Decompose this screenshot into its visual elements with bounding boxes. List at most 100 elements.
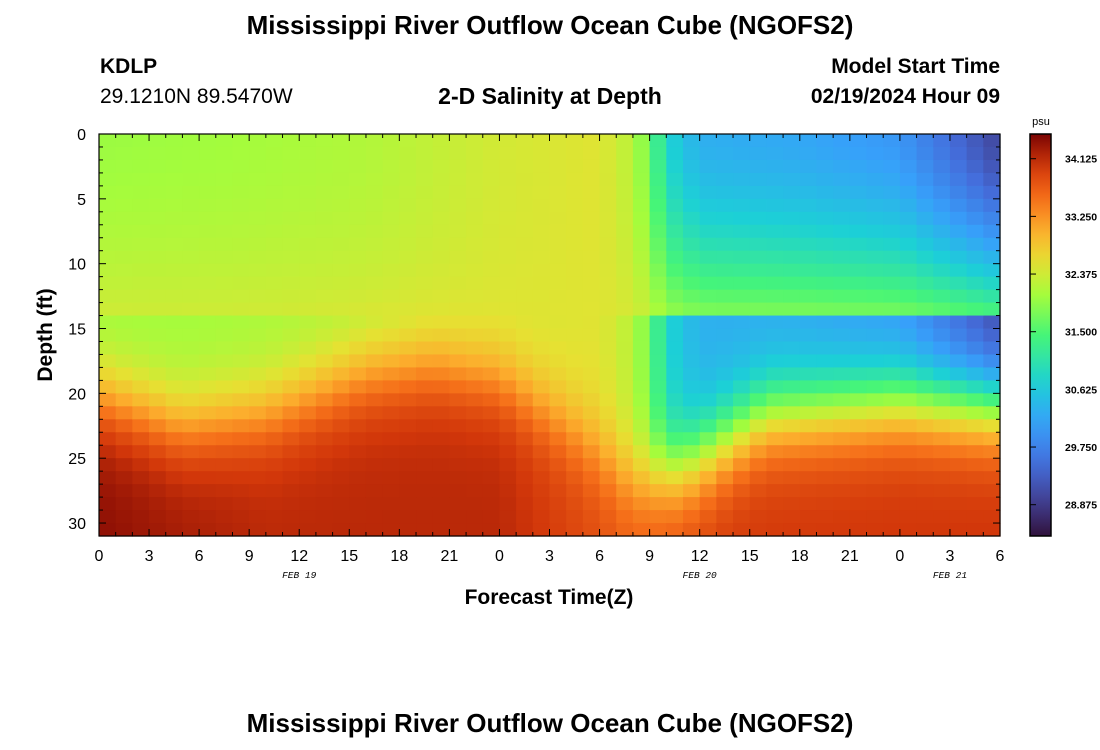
heatmap-cell (132, 211, 150, 226)
heatmap-cell (416, 367, 434, 381)
heatmap-cell (949, 510, 968, 524)
heatmap-cell (616, 419, 634, 433)
heatmap-cell (699, 471, 717, 485)
heatmap-cell (966, 497, 984, 511)
heatmap-cell (899, 419, 918, 433)
heatmap-cell (149, 159, 167, 174)
heatmap-cell (482, 263, 501, 278)
heatmap-cell (282, 328, 300, 343)
heatmap-cell (582, 263, 601, 278)
heatmap-cell (499, 445, 517, 459)
heatmap-cell (733, 406, 751, 420)
heatmap-cell (649, 276, 667, 291)
heatmap-cell (299, 432, 317, 446)
heatmap-cell (749, 237, 768, 252)
heatmap-cell (482, 406, 501, 420)
heatmap-cell (516, 328, 534, 343)
heatmap-cell (616, 354, 634, 369)
heatmap-cell (966, 134, 984, 148)
heatmap-cell (783, 276, 801, 291)
heatmap-cell (983, 302, 1001, 317)
heatmap-cell (749, 250, 768, 265)
heatmap-cell (749, 276, 768, 291)
heatmap-cell (182, 211, 200, 226)
heatmap-cell (649, 289, 667, 304)
heatmap-cell (666, 380, 684, 394)
heatmap-cell (716, 471, 734, 485)
heatmap-cell (883, 276, 901, 291)
heatmap-cell (582, 432, 601, 446)
heatmap-cell (966, 419, 984, 433)
heatmap-cell (716, 172, 734, 187)
heatmap-cell (599, 146, 617, 161)
heatmap-cell (766, 146, 784, 161)
heatmap-cell (482, 302, 501, 317)
heatmap-cell (149, 510, 167, 524)
heatmap-cell (466, 328, 484, 343)
heatmap-cell (182, 497, 200, 511)
heatmap-cell (115, 432, 133, 446)
heatmap-cell (966, 484, 984, 498)
heatmap-cell (382, 458, 400, 472)
heatmap-cell (682, 471, 701, 485)
heatmap-cell (299, 354, 317, 369)
heatmap-cell (733, 510, 751, 524)
heatmap-cell (582, 315, 601, 330)
heatmap-cell (282, 250, 300, 265)
heatmap-cell (416, 289, 434, 304)
heatmap-cell (182, 224, 200, 239)
heatmap-cell (899, 289, 918, 304)
heatmap-cell (215, 523, 234, 537)
heatmap-cell (482, 510, 501, 524)
heatmap-cell (666, 198, 684, 213)
heatmap-cell (165, 289, 184, 304)
heatmap-cell (833, 497, 851, 511)
heatmap-cell (499, 263, 517, 278)
heatmap-cell (933, 211, 951, 226)
heatmap-cell (516, 185, 534, 200)
heatmap-cell (566, 263, 584, 278)
heatmap-cell (132, 250, 150, 265)
heatmap-cell (916, 445, 934, 459)
heatmap-cell (666, 134, 684, 148)
heatmap-cell (199, 354, 217, 369)
heatmap-cell (816, 315, 834, 330)
heatmap-cell (833, 237, 851, 252)
heatmap-cell (833, 263, 851, 278)
heatmap-cell (733, 237, 751, 252)
heatmap-cell (165, 134, 184, 148)
heatmap-cell (749, 224, 768, 239)
heatmap-cell (365, 419, 384, 433)
heatmap-cell (466, 134, 484, 148)
heatmap-cell (599, 276, 617, 291)
heatmap-cell (849, 471, 868, 485)
heatmap-cell (966, 523, 984, 537)
heatmap-cell (432, 237, 450, 252)
heatmap-cell (299, 510, 317, 524)
heatmap-cell (115, 224, 133, 239)
heatmap-cell (332, 471, 350, 485)
colorbar-tick-label: 30.625 (1065, 384, 1097, 396)
heatmap-cell (632, 276, 651, 291)
heatmap-cell (199, 250, 217, 265)
heatmap-cell (516, 289, 534, 304)
heatmap-cell (649, 523, 667, 537)
heatmap-cell (165, 367, 184, 381)
heatmap-cell (966, 250, 984, 265)
heatmap-cell (332, 250, 350, 265)
heatmap-cell (883, 497, 901, 511)
heatmap-cell (149, 263, 167, 278)
heatmap-cell (883, 224, 901, 239)
heatmap-cell (599, 302, 617, 317)
heatmap-cell (199, 211, 217, 226)
heatmap-cell (933, 289, 951, 304)
heatmap-cell (182, 172, 200, 187)
heatmap-cell (466, 211, 484, 226)
heatmap-cell (582, 354, 601, 369)
heatmap-cell (299, 159, 317, 174)
heatmap-cell (933, 393, 951, 407)
footer-title: Mississippi River Outflow Ocean Cube (NG… (246, 708, 854, 738)
heatmap-cell (733, 146, 751, 161)
heatmap-cell (916, 172, 934, 187)
